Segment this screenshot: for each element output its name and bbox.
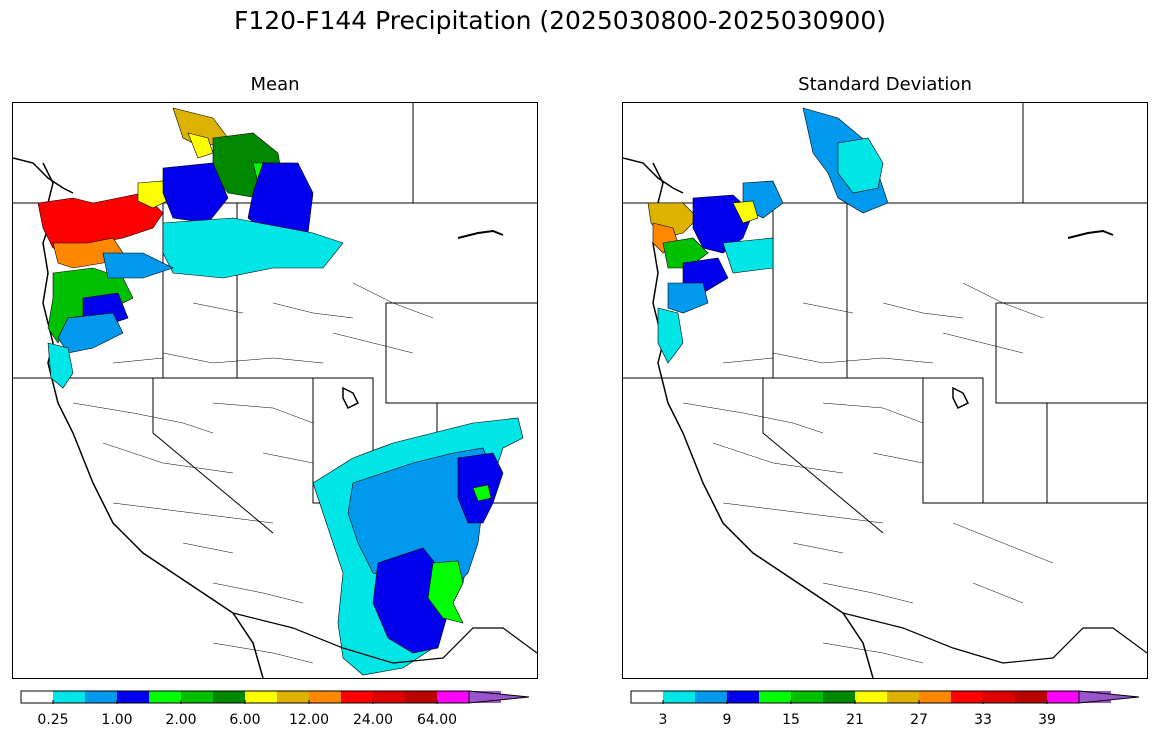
lake — [1067, 229, 1114, 239]
colorbar-cell — [823, 691, 855, 703]
colorbar-cell — [759, 691, 791, 703]
precip-blue-south-2 — [372, 547, 449, 654]
colorbar-cell — [983, 691, 1015, 703]
sd-yellow — [732, 200, 759, 224]
great-salt-lake — [342, 386, 360, 410]
great-salt-lake — [952, 386, 970, 410]
colorbar-cell — [21, 691, 53, 703]
colorbar-tick-label: 21 — [846, 712, 864, 728]
colorbar-tick-label: 33 — [974, 712, 992, 728]
precip-green-south — [427, 560, 464, 624]
colorbar-cell — [919, 691, 951, 703]
precip-lightblue-south — [347, 447, 494, 589]
colorbar-cell — [1047, 691, 1079, 703]
colorbar-tick-label: 2.00 — [165, 712, 197, 728]
colorbar-cell — [373, 691, 405, 703]
map-mean-svg — [13, 103, 537, 678]
colorbar-cell — [663, 691, 695, 703]
sd-cyan-coast — [657, 307, 684, 364]
sd-cyan-north — [837, 137, 884, 194]
colorbar-cell — [1015, 691, 1047, 703]
lake — [457, 229, 504, 239]
colorbar-cell — [437, 691, 469, 703]
mexico-border — [842, 612, 1147, 664]
precip-lightblue-2 — [57, 312, 124, 354]
colorbar-cell — [277, 691, 309, 703]
colorbar-mean — [20, 690, 530, 704]
colorbar-tick-label: 39 — [1038, 712, 1056, 728]
precip-cyan-1 — [162, 217, 344, 279]
sd-green — [662, 237, 709, 269]
mexico-border — [232, 612, 537, 664]
colorbar-cell — [727, 691, 759, 703]
colorbar-cell — [53, 691, 85, 703]
colorbar-tick-label: 27 — [910, 712, 928, 728]
colorbar-cell — [855, 691, 887, 703]
colorbar-cell — [245, 691, 277, 703]
colorbar-cell — [117, 691, 149, 703]
colorbar-cell — [341, 691, 373, 703]
sd-cyan-mid — [722, 237, 774, 274]
panel-title-stddev: Standard Deviation — [798, 74, 972, 95]
puget-sound — [13, 157, 74, 194]
colorbar-tick-label: 0.25 — [37, 712, 69, 728]
colorbar-cell — [213, 691, 245, 703]
colorbar-tick-label: 64.00 — [416, 712, 458, 728]
colorbar-extend-arrow — [468, 690, 530, 704]
basin-outlines — [682, 282, 1054, 664]
colorbar-tick-label: 12.00 — [288, 712, 330, 728]
colorbar-cell — [405, 691, 437, 703]
colorbar-cell — [791, 691, 823, 703]
map-stddev — [622, 102, 1148, 679]
colorbar-tick-label: 9 — [722, 712, 732, 728]
colorbar-tick-label: 3 — [658, 712, 668, 728]
precip-green-small — [472, 484, 492, 502]
map-stddev-svg — [623, 103, 1147, 678]
panel-title-mean: Mean — [250, 74, 300, 95]
figure-title: F120-F144 Precipitation (2025030800-2025… — [233, 6, 886, 35]
state-borders — [623, 103, 1147, 534]
colorbar-stddev — [630, 690, 1140, 704]
colorbar-cell — [181, 691, 213, 703]
precip-lightblue-1 — [102, 252, 174, 279]
precip-red — [37, 192, 164, 254]
puget-sound — [623, 157, 684, 194]
colorbar-tick-label: 24.00 — [352, 712, 394, 728]
colorbar-cell — [85, 691, 117, 703]
colorbar-extend-arrow — [1078, 690, 1140, 704]
colorbar-tick-label: 15 — [782, 712, 800, 728]
precip-cyan-coast — [47, 342, 74, 389]
colorbar-cell — [951, 691, 983, 703]
colorbar-cell — [887, 691, 919, 703]
colorbar-cell — [631, 691, 663, 703]
basin-outlines — [72, 282, 434, 664]
colorbar-tick-label: 6.00 — [229, 712, 261, 728]
colorbar-cell — [149, 691, 181, 703]
colorbar-cell — [309, 691, 341, 703]
map-mean — [12, 102, 538, 679]
colorbar-cell — [695, 691, 727, 703]
colorbar-tick-label: 1.00 — [101, 712, 133, 728]
sd-lightblue-3 — [667, 282, 709, 314]
